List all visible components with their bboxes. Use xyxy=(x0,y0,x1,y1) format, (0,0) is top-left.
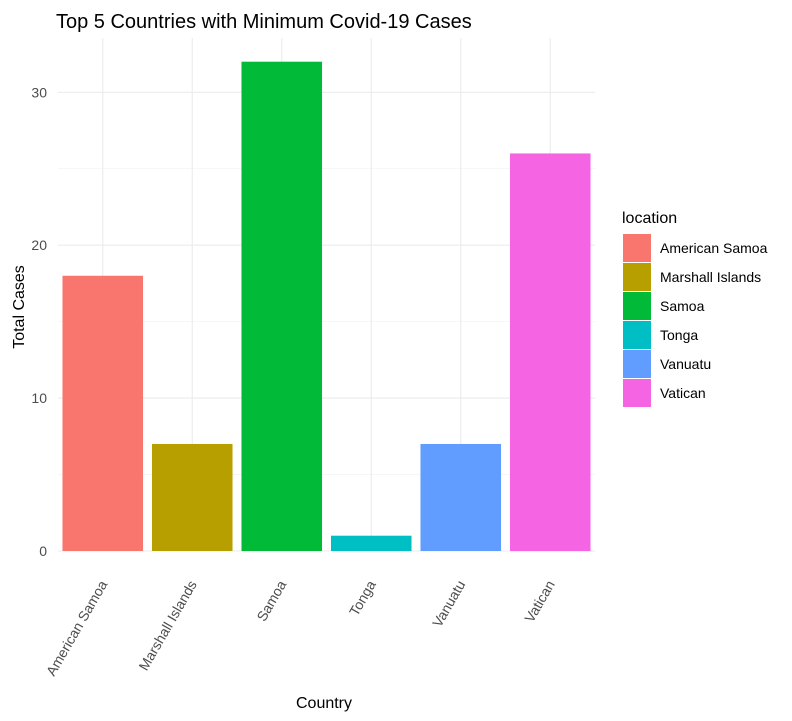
legend-key xyxy=(623,234,651,262)
x-tick-label: Marshall Islands xyxy=(135,578,199,674)
x-axis-title: Country xyxy=(296,695,352,712)
legend-label: Vanuatu xyxy=(660,356,711,372)
legend-key xyxy=(623,321,651,349)
bars xyxy=(62,61,591,552)
legend-label: Samoa xyxy=(660,298,705,314)
y-tick-label: 20 xyxy=(31,237,47,253)
y-tick-label: 0 xyxy=(39,543,47,559)
x-tick-label: Tonga xyxy=(346,577,379,618)
x-tick-label: American Samoa xyxy=(43,577,111,678)
y-axis-ticks: 0 10 20 30 xyxy=(31,84,47,559)
bar xyxy=(509,153,591,552)
legend-label: Vatican xyxy=(660,385,706,401)
legend-key xyxy=(623,350,651,378)
x-axis-ticks: American Samoa Marshall Islands Samoa Tonga… xyxy=(43,577,558,678)
bar xyxy=(420,443,502,551)
legend: location American Samoa Marshall Islands S… xyxy=(622,210,768,407)
legend-title: location xyxy=(622,210,677,227)
y-tick-label: 10 xyxy=(31,390,47,406)
x-tick-label: Samoa xyxy=(253,577,289,624)
legend-label: Marshall Islands xyxy=(660,269,761,285)
bar xyxy=(62,275,144,551)
legend-label: Tonga xyxy=(660,327,698,343)
bar xyxy=(151,443,233,551)
legend-key xyxy=(623,292,651,320)
y-axis-title: Total Cases xyxy=(11,265,28,349)
bar xyxy=(241,61,323,552)
legend-label: American Samoa xyxy=(660,240,768,256)
chart-title: Top 5 Countries with Minimum Covid-19 Ca… xyxy=(56,11,472,33)
y-tick-label: 30 xyxy=(31,84,47,100)
legend-key xyxy=(623,379,651,407)
x-tick-label: Vanuatu xyxy=(429,578,468,630)
bar xyxy=(330,535,412,551)
x-tick-label: Vatican xyxy=(521,578,558,626)
legend-key xyxy=(623,263,651,291)
